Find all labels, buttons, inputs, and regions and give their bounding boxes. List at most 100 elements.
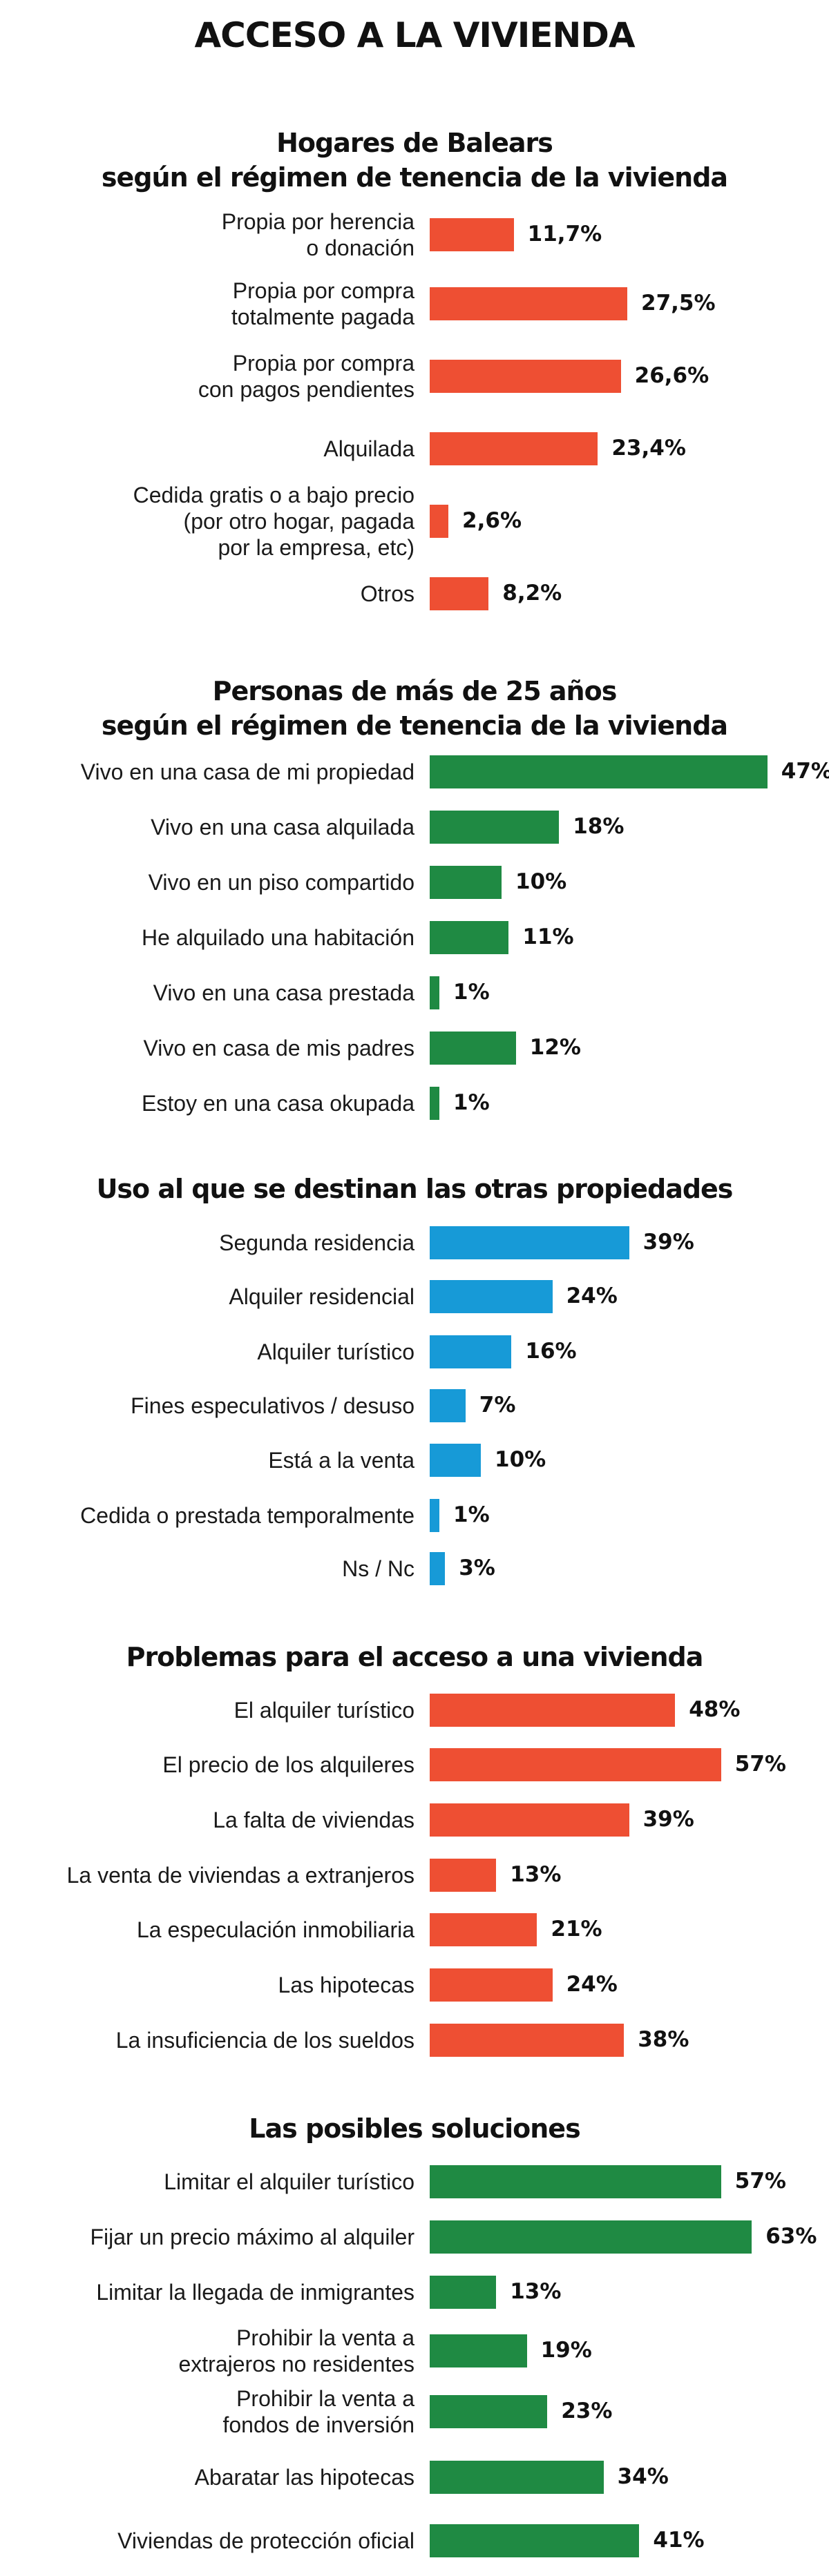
chart-4-value-la-venta-de-viviendas-a-extranjeros: 13% [510,1862,562,1887]
chart-2-bar-vivo-en-una-casa-alquilada [430,811,560,844]
chart-5-value-limitar-la-llegada-de-inmigrantes: 13% [510,2279,562,2304]
chart-3-label-segunda-residencia: Segunda residencia [219,1230,414,1255]
chart-3-value-fines-especulativos-desuso: 7% [479,1393,516,1417]
chart-1-label-alquilada: Alquilada [323,436,414,461]
chart-5-bar-fijar-un-precio-maximo-al-alquiler [430,2220,752,2254]
chart-3-bar-segunda-residencia [430,1226,629,1259]
chart-2-label-vivo-en-un-piso-compartido: Vivo en un piso compartido [148,870,414,895]
chart-2-title: Personas de más de 25 años según el régi… [101,676,728,741]
chart-2-label-he-alquilado-una-habitacion: He alquilado una habitación [142,925,414,950]
chart-4-value-el-alquiler-turistico: 48% [689,1697,741,1722]
chart-1-bar-otros [430,577,489,610]
chart-3-label-alquiler-residencial: Alquiler residencial [229,1284,414,1309]
chart-3-label-fines-especulativos-desuso: Fines especulativos / desuso [131,1393,414,1418]
chart-3-value-alquiler-residencial: 24% [566,1284,618,1308]
chart-2-value-he-alquilado-una-habitacion: 11% [522,924,574,949]
chart-3-value-esta-a-la-venta: 10% [495,1447,546,1472]
chart-4-label-el-alquiler-turistico: El alquiler turístico [234,1698,414,1723]
chart-2-label-estoy-en-una-casa-okupada: Estoy en una casa okupada [142,1091,414,1116]
chart-4-label-la-insuficiencia-de-los-sueldos: La insuficiencia de los sueldos [115,2028,414,2053]
chart-1-bar-propia-por-herencia-o-donacion [430,218,514,251]
chart-3-title: Uso al que se destinan las otras propied… [96,1174,734,1204]
chart-5-bar-limitar-la-llegada-de-inmigrantes [430,2276,497,2309]
chart-5-title: Las posibles soluciones [249,2113,580,2144]
chart-2-label-vivo-en-una-casa-prestada: Vivo en una casa prestada [153,980,414,1005]
chart-2-bar-vivo-en-un-piso-compartido [430,866,502,899]
chart-2-value-vivo-en-una-casa-de-mi-propiedad: 47% [781,759,829,784]
chart-4-value-la-insuficiencia-de-los-sueldos: 38% [638,2027,689,2052]
chart-3-bar-fines-especulativos-desuso [430,1389,466,1422]
chart-3-label-esta-a-la-venta: Está a la venta [268,1448,414,1473]
chart-3-label-alquiler-turistico: Alquiler turístico [257,1339,414,1364]
chart-4-bar-el-precio-de-los-alquileres [430,1748,721,1781]
chart-5-bar-viviendas-de-proteccion-oficial [430,2524,640,2557]
chart-3-label-cedida-o-prestada-temporalmente: Cedida o prestada temporalmente [80,1503,414,1528]
main-title: ACCESO A LA VIVIENDA [194,15,635,55]
chart-2-value-vivo-en-una-casa-alquilada: 18% [573,814,625,839]
chart-2-bar-estoy-en-una-casa-okupada [430,1087,439,1120]
chart-1-label-propia-por-herencia-o-donacion: Propia por herencia o donación [221,209,414,260]
chart-1-title: Hogares de Balears según el régimen de t… [101,128,728,193]
chart-1-bar-cedida-gratis-o-a-bajo-precio-por-otro-h [430,505,449,538]
chart-2-bar-vivo-en-casa-de-mis-padres [430,1032,516,1065]
chart-4-label-la-venta-de-viviendas-a-extranjeros: La venta de viviendas a extranjeros [66,1863,414,1888]
chart-4-label-las-hipotecas: Las hipotecas [278,1973,414,1997]
chart-1-bar-alquilada [430,432,598,465]
chart-1-label-propia-por-compra-totalmente-pagada: Propia por compra totalmente pagada [231,278,414,329]
chart-5-value-fijar-un-precio-maximo-al-alquiler: 63% [765,2224,817,2249]
chart-3-value-segunda-residencia: 39% [642,1230,694,1255]
chart-5-value-prohibir-la-venta-a-extrajeros-no-reside: 19% [540,2338,592,2363]
chart-2-bar-vivo-en-una-casa-de-mi-propiedad [430,755,768,788]
chart-4-bar-la-especulacion-inmobiliaria [430,1913,537,1946]
chart-2-label-vivo-en-casa-de-mis-padres: Vivo en casa de mis padres [143,1036,414,1061]
chart-4-bar-la-venta-de-viviendas-a-extranjeros [430,1859,497,1892]
chart-5-bar-prohibir-la-venta-a-extrajeros-no-reside [430,2334,527,2367]
chart-4-value-la-especulacion-inmobiliaria: 21% [551,1917,602,1941]
chart-4-label-la-especulacion-inmobiliaria: La especulación inmobiliaria [136,1917,414,1942]
chart-1-bar-propia-por-compra-con-pagos-pendientes [430,360,621,393]
chart-2-value-vivo-en-casa-de-mis-padres: 12% [529,1035,581,1060]
chart-1-value-otros: 8,2% [502,581,562,606]
chart-5-label-viviendas-de-proteccion-oficial: Viviendas de protección oficial [117,2528,414,2553]
chart-5-label-abaratar-las-hipotecas: Abaratar las hipotecas [194,2465,414,2490]
chart-4-title: Problemas para el acceso a una vivienda [126,1642,704,1672]
chart-4-bar-el-alquiler-turistico [430,1694,676,1727]
chart-5-value-prohibir-la-venta-a-fondos-de-inversion: 23% [561,2399,613,2423]
chart-3-bar-ns-nc [430,1552,446,1585]
chart-4-label-la-falta-de-viviendas: La falta de viviendas [213,1808,414,1832]
chart-3-value-alquiler-turistico: 16% [525,1339,577,1364]
chart-1-value-propia-por-herencia-o-donacion: 11,7% [527,222,602,246]
chart-1-value-propia-por-compra-con-pagos-pendientes: 26,6% [634,363,709,388]
chart-5-label-prohibir-la-venta-a-fondos-de-inversion: Prohibir la venta a fondos de inversión [222,2386,414,2437]
chart-3-bar-alquiler-turistico [430,1335,512,1368]
chart-1-label-otros: Otros [360,581,414,606]
chart-2-bar-vivo-en-una-casa-prestada [430,976,439,1009]
chart-2-value-vivo-en-una-casa-prestada: 1% [453,980,490,1005]
chart-4-bar-las-hipotecas [430,1968,553,2002]
chart-1-value-alquilada: 23,4% [611,436,686,461]
chart-1-label-propia-por-compra-con-pagos-pendientes: Propia por compra con pagos pendientes [198,351,414,402]
chart-5-label-fijar-un-precio-maximo-al-alquiler: Fijar un precio máximo al alquiler [90,2225,414,2249]
chart-5-bar-prohibir-la-venta-a-fondos-de-inversion [430,2395,548,2428]
chart-3-label-ns-nc: Ns / Nc [342,1556,414,1581]
chart-2-value-estoy-en-una-casa-okupada: 1% [453,1090,490,1115]
chart-3-bar-alquiler-residencial [430,1280,553,1313]
chart-3-bar-cedida-o-prestada-temporalmente [430,1499,439,1532]
chart-5-label-limitar-la-llegada-de-inmigrantes: Limitar la llegada de inmigrantes [96,2280,414,2305]
chart-3-bar-esta-a-la-venta [430,1444,481,1477]
chart-4-value-el-precio-de-los-alquileres: 57% [734,1752,786,1776]
chart-5-bar-abaratar-las-hipotecas [430,2461,604,2494]
chart-4-value-la-falta-de-viviendas: 39% [642,1807,694,1832]
chart-2-label-vivo-en-una-casa-de-mi-propiedad: Vivo en una casa de mi propiedad [80,759,414,784]
chart-2-bar-he-alquilado-una-habitacion [430,921,509,954]
chart-5-label-prohibir-la-venta-a-extrajeros-no-reside: Prohibir la venta a extrajeros no reside… [178,2325,414,2376]
chart-2-value-vivo-en-un-piso-compartido: 10% [515,869,567,894]
chart-1-value-cedida-gratis-o-a-bajo-precio-por-otro-h: 2,6% [462,508,522,533]
chart-5-bar-limitar-el-alquiler-turistico [430,2165,721,2198]
chart-3-value-ns-nc: 3% [459,1556,495,1580]
chart-1-bar-propia-por-compra-totalmente-pagada [430,287,627,320]
chart-4-value-las-hipotecas: 24% [566,1972,618,1997]
chart-3-value-cedida-o-prestada-temporalmente: 1% [453,1502,490,1527]
chart-5-value-abaratar-las-hipotecas: 34% [617,2464,669,2489]
